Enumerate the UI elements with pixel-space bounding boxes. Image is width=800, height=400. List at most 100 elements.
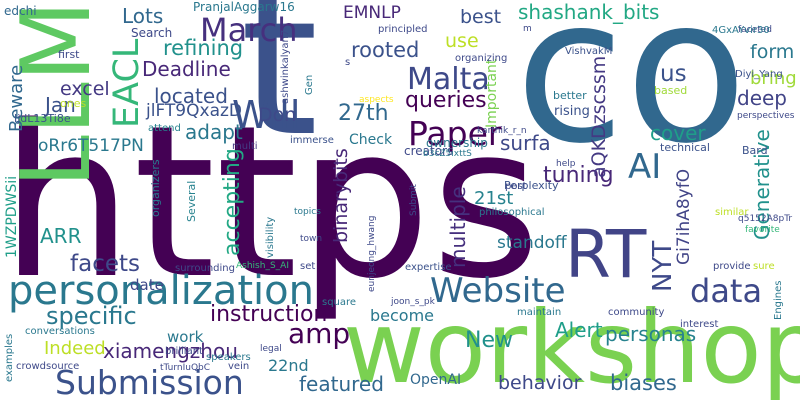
word-expertise: expertise (405, 262, 452, 273)
word-27th: 27th (338, 101, 389, 126)
word-bard: Bard (742, 144, 768, 157)
word-excel: excel (60, 78, 110, 100)
word-biases: biases (610, 371, 677, 395)
word-brilliant: brilliant (165, 346, 203, 357)
word-ashwinkalyan7: ashwinkalyan7 (280, 29, 291, 104)
word-submit: Submit (409, 184, 419, 216)
word-facets: facets (70, 251, 140, 277)
word-joon-s-pk: joon_s_pk (391, 297, 435, 307)
word-don: Don (258, 104, 297, 126)
word-march: March (200, 11, 298, 49)
word-tuning: tuning (543, 163, 614, 188)
word-deep: deep (737, 86, 787, 110)
word-surfa: surfa (500, 131, 551, 155)
word-faceted: faceted (738, 25, 772, 35)
word-instruction: instruction (210, 302, 328, 327)
word-engines: Engines (773, 280, 784, 320)
word-alert: Alert (555, 318, 603, 342)
word-featured: featured (299, 372, 384, 396)
word-maintain: maintain (517, 307, 562, 318)
word-immerse: immerse (290, 135, 334, 146)
word-interest: interest (680, 319, 719, 330)
word-several: Several (185, 180, 198, 222)
word-deadline: Deadline (142, 57, 231, 81)
word-first: first (58, 48, 80, 61)
word-jan: Jan (45, 93, 76, 117)
word-us: us (660, 61, 687, 87)
word-multi: multi (232, 141, 258, 152)
word-submission: Submission (55, 363, 244, 400)
word-speakers: speakers (206, 352, 251, 363)
word-principled: principled (378, 24, 428, 35)
word-eunjeong-hwang: eunjeong_hwang (367, 215, 377, 292)
word-form: form (750, 41, 795, 63)
word-best: best (460, 6, 502, 28)
word-aqkdzscssm: aQKDzscssm (588, 55, 610, 178)
word-1wzpdwsii: 1WZPDWSii (4, 175, 20, 258)
word-adapt: adapt (185, 120, 243, 144)
word-examples: examples (4, 333, 15, 382)
word-gen: Gen (304, 74, 315, 95)
word-aspects: aspects (359, 95, 394, 105)
word-become: become (370, 306, 435, 325)
word-square: square (322, 297, 357, 308)
word-sure: sure (753, 261, 775, 272)
word-t: t (240, 0, 319, 181)
word-rt: RT (565, 216, 647, 293)
word-important: Important (484, 58, 500, 128)
word-creators: creators (404, 144, 454, 158)
word-behavior: behavior (498, 372, 582, 394)
word-will: Will (232, 93, 301, 137)
word-ones: ones (60, 97, 87, 110)
word-q5152a8ptr: q5152A8pTr (738, 214, 793, 224)
word-tturniuqbc: tTurnIuQbC (160, 363, 211, 373)
word-standoff: standoff (497, 233, 567, 253)
word-located: located (154, 84, 228, 108)
word-specific: specific (46, 302, 137, 330)
word-provide: provide (713, 261, 751, 272)
word-https: https (0, 80, 541, 325)
word-emnlp: EMNLP (343, 3, 401, 23)
word-queries: queries (405, 88, 487, 113)
word-cover: cover (650, 121, 706, 145)
word-date: date (130, 276, 164, 294)
word-town: town (300, 234, 323, 244)
word-s: s (345, 57, 351, 68)
word-refining: refining (163, 36, 244, 60)
word-ijdl13ti8e: IjdL13Ti8e (14, 112, 71, 125)
word-karthik-r-n: karthik_r_n (477, 126, 527, 136)
word-shashank-bits: shashank_bits (518, 0, 660, 24)
word-perplexity: Perplexity (504, 179, 559, 192)
word-accepting: accepting (220, 148, 245, 256)
word-similar: similar (715, 207, 749, 218)
word-workshop: workshop (343, 289, 800, 400)
word-better: better (553, 89, 587, 102)
word-lots: Lots (122, 4, 164, 28)
word-paper: Paper (408, 114, 502, 153)
word-vishvakm: VishvakM (565, 46, 613, 57)
word-edchi: edchi (4, 4, 37, 18)
word-personas: personas (605, 322, 697, 346)
word-organizers: organizers (149, 159, 162, 217)
word-vein: vein (228, 361, 250, 372)
word-use: use (445, 30, 479, 52)
word-multiple: multiple (446, 186, 470, 268)
word-m: m (523, 24, 532, 34)
word-organizing: organizing (455, 53, 508, 64)
word-help: help (556, 159, 576, 169)
word-surrounding: surrounding (175, 263, 235, 274)
word-ai: AI (628, 147, 662, 187)
word-check: Check (349, 132, 393, 148)
word-crowdsource: crowdsource (16, 361, 80, 372)
word-set: set (300, 261, 316, 272)
word-b3cz5ixtts: b3cZ5ixttS (423, 149, 472, 159)
word-work: work (167, 328, 204, 346)
word-jlft9qxazd: jlFT9QxazD (146, 101, 242, 121)
word-philosophical: philosophical (479, 207, 545, 218)
word-topics: topics (294, 207, 321, 217)
word-pranjalaggarw16: PranjalAggarw16 (193, 0, 295, 14)
word-post: post (505, 181, 527, 192)
word-gi7iha8yfo: Gi7ihA8yfO (674, 168, 694, 265)
word-legal: legal (260, 344, 282, 354)
